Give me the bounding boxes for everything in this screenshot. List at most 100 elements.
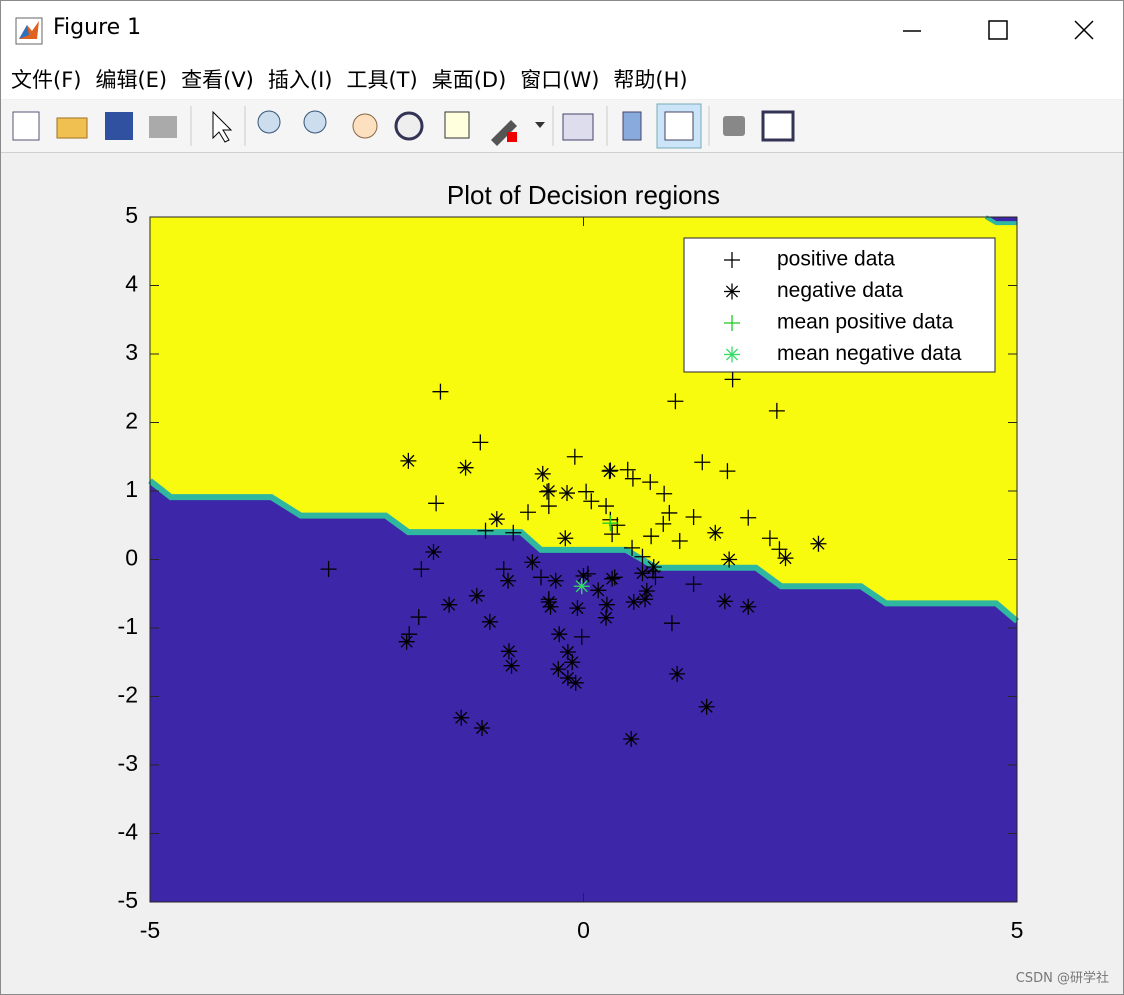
marker-stroke bbox=[549, 574, 562, 587]
point bbox=[573, 628, 590, 645]
marker-stroke bbox=[502, 574, 515, 587]
point bbox=[810, 535, 827, 552]
point bbox=[624, 470, 641, 487]
marker-stroke bbox=[723, 553, 736, 566]
marker-stroke bbox=[725, 348, 739, 361]
select-button[interactable] bbox=[212, 110, 233, 143]
point bbox=[604, 526, 621, 543]
menu-item[interactable]: 窗口(W) bbox=[520, 68, 600, 92]
point bbox=[601, 463, 618, 480]
menu-item[interactable]: 文件(F) bbox=[11, 68, 82, 92]
point bbox=[663, 615, 680, 632]
point bbox=[566, 448, 583, 465]
dock-button[interactable] bbox=[761, 110, 795, 142]
point bbox=[410, 609, 427, 626]
window-title: Figure 1 bbox=[53, 15, 142, 40]
marker-stroke bbox=[560, 486, 574, 500]
point bbox=[540, 498, 557, 515]
marker-stroke bbox=[566, 656, 579, 669]
chart-title: Plot of Decision regions bbox=[447, 180, 720, 210]
marker-stroke bbox=[427, 545, 440, 559]
point bbox=[606, 569, 623, 586]
rotate-button[interactable] bbox=[394, 111, 424, 141]
brush-button[interactable] bbox=[491, 120, 517, 146]
point bbox=[661, 504, 678, 521]
marker-stroke bbox=[606, 572, 619, 585]
y-tick-label: 3 bbox=[125, 339, 138, 365]
close-button[interactable] bbox=[1074, 20, 1094, 40]
marker-stroke bbox=[577, 569, 590, 582]
point bbox=[542, 598, 559, 615]
y-tick-label: 0 bbox=[125, 545, 138, 571]
point bbox=[671, 533, 688, 550]
watermark: CSDN @研学社 bbox=[1015, 971, 1109, 986]
marker-stroke bbox=[459, 461, 472, 474]
y-tick-label: -2 bbox=[118, 682, 138, 708]
point bbox=[634, 548, 651, 565]
point bbox=[569, 600, 586, 617]
point bbox=[539, 483, 556, 500]
point bbox=[777, 550, 794, 567]
link-button[interactable] bbox=[562, 113, 594, 141]
point bbox=[398, 633, 415, 650]
point bbox=[623, 730, 640, 747]
marker-stroke bbox=[718, 595, 731, 608]
marker-stroke bbox=[640, 584, 653, 598]
legend-label: mean negative data bbox=[777, 342, 962, 365]
menu-item[interactable]: 查看(V) bbox=[181, 68, 254, 92]
menu-item[interactable]: 桌面(D) bbox=[431, 68, 507, 92]
point bbox=[468, 587, 485, 604]
datatip-button[interactable] bbox=[444, 111, 470, 139]
marker-stroke bbox=[559, 532, 572, 545]
point bbox=[771, 541, 788, 558]
region-below bbox=[150, 480, 1017, 902]
point bbox=[488, 511, 505, 528]
point bbox=[609, 517, 626, 534]
point bbox=[400, 452, 417, 469]
new-button[interactable] bbox=[12, 111, 40, 141]
point bbox=[559, 670, 576, 687]
title-bar: Figure 1 bbox=[1, 1, 1123, 59]
y-tick-label: -5 bbox=[118, 887, 138, 913]
point bbox=[524, 554, 541, 571]
marker-stroke bbox=[526, 556, 539, 569]
point bbox=[500, 643, 517, 660]
point bbox=[619, 461, 636, 478]
point bbox=[540, 593, 557, 610]
legend-label: mean positive data bbox=[777, 311, 954, 334]
point bbox=[685, 576, 702, 593]
zoom-in-button[interactable] bbox=[257, 110, 281, 134]
open-button[interactable] bbox=[56, 117, 88, 139]
marker-stroke bbox=[455, 711, 468, 724]
zoom-out-button[interactable] bbox=[303, 110, 327, 134]
marker-stroke bbox=[592, 584, 605, 597]
point bbox=[320, 561, 337, 578]
point bbox=[602, 515, 619, 532]
point bbox=[655, 515, 672, 532]
marker-stroke bbox=[553, 628, 566, 641]
print-button[interactable] bbox=[149, 116, 177, 138]
save-button[interactable] bbox=[105, 112, 133, 140]
menu-item[interactable]: 编辑(E) bbox=[95, 68, 168, 92]
hide-tools-button[interactable] bbox=[723, 116, 745, 136]
point bbox=[472, 434, 489, 451]
marker-stroke bbox=[569, 676, 582, 689]
marker-stroke bbox=[544, 600, 557, 613]
menu-item[interactable]: 工具(T) bbox=[346, 68, 418, 92]
menu-item[interactable]: 插入(I) bbox=[267, 68, 333, 92]
maximize-button[interactable] bbox=[988, 20, 1008, 40]
legend-marker bbox=[724, 346, 740, 363]
point bbox=[642, 474, 659, 491]
point bbox=[503, 657, 520, 674]
point bbox=[598, 609, 615, 626]
point bbox=[551, 626, 568, 643]
window-controls bbox=[903, 20, 1094, 40]
toolbar-icons bbox=[12, 103, 795, 149]
point bbox=[761, 530, 778, 547]
marker-stroke bbox=[476, 721, 489, 735]
menu-item[interactable]: 帮助(H) bbox=[613, 68, 688, 92]
point bbox=[719, 463, 736, 480]
colorbar-button[interactable] bbox=[622, 111, 642, 141]
marker-stroke bbox=[603, 465, 616, 478]
pan-button[interactable] bbox=[352, 113, 378, 139]
